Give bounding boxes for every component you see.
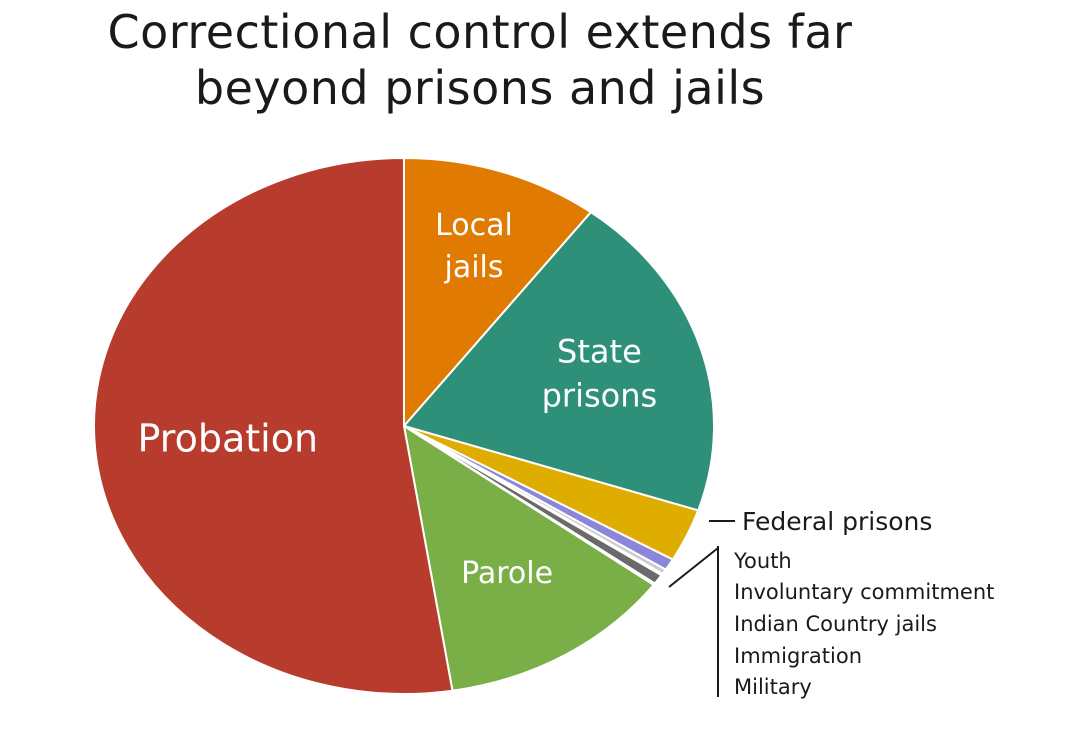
immigration-label: Immigration: [734, 644, 862, 668]
slice-state-prisons: [402, 210, 716, 512]
external-labels: Federal prisons Youth Involuntary commit…: [668, 507, 994, 699]
slice-parole: [402, 423, 656, 692]
slice-label-parole: Parole: [461, 556, 553, 591]
youth-label: Youth: [733, 549, 792, 573]
federal-prisons-label: Federal prisons: [742, 507, 932, 536]
slice-label-probation: Probation: [138, 416, 318, 460]
small-slices-leader-line: [668, 547, 719, 588]
slice-label-state-prisons: State prisons: [542, 333, 658, 415]
slice-label-local-jails: Local jails: [435, 208, 513, 285]
indian-country-jails-label: Indian Country jails: [734, 612, 937, 636]
pie-slices: [93, 156, 716, 695]
slice-probation: [93, 156, 454, 695]
slice-local-jails: [403, 156, 593, 429]
involuntary-commitment-label: Involuntary commitment: [734, 580, 994, 604]
military-label: Military: [734, 675, 812, 699]
chart-title: Correctional control extends far beyond …: [0, 4, 960, 116]
chart-title-line-2: beyond prisons and jails: [194, 61, 766, 115]
chart-title-line-1: Correctional control extends far: [107, 5, 853, 59]
slice-labels: Local jails State prisons Parole Probation: [138, 208, 658, 591]
